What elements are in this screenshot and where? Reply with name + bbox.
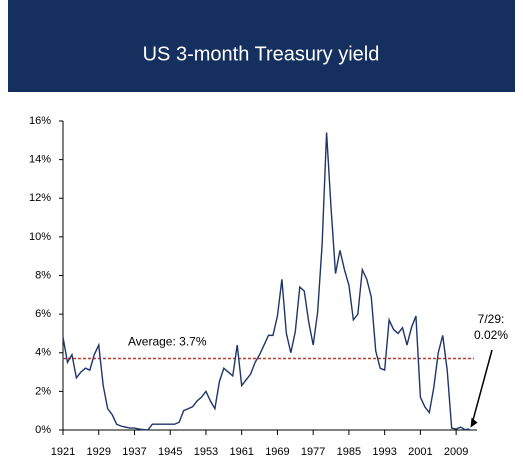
latest-date: 7/29:	[478, 312, 505, 326]
x-tick-label: 1921	[51, 446, 75, 458]
latest-label: 0.02%	[474, 328, 508, 342]
x-tick-label: 1993	[372, 446, 396, 458]
y-tick-label: 2%	[35, 385, 51, 397]
y-tick-label: 10%	[29, 231, 51, 243]
y-tick-label: 12%	[29, 192, 51, 204]
y-tick-label: 16%	[29, 115, 51, 127]
x-tick-label: 1953	[194, 446, 218, 458]
x-tick-label: 1945	[158, 446, 182, 458]
average-label: Average: 3.7%	[128, 335, 207, 349]
y-tick-label: 0%	[35, 424, 51, 436]
x-tick-label: 1985	[337, 446, 361, 458]
y-tick-label: 6%	[35, 308, 51, 320]
y-tick-label: 8%	[35, 269, 51, 281]
x-tick-label: 1937	[122, 446, 146, 458]
data-line	[62, 132, 470, 431]
x-tick-label: 1929	[86, 446, 110, 458]
x-tick-label: 1977	[301, 446, 325, 458]
latest-arrow	[470, 349, 493, 426]
arrow-head	[470, 417, 478, 428]
y-tick-label: 4%	[35, 347, 51, 359]
chart-title: US 3-month Treasury yield	[143, 43, 380, 65]
x-tick-label: 2009	[444, 446, 468, 458]
x-tick-label: 1961	[229, 446, 253, 458]
y-tick-label: 14%	[29, 154, 51, 166]
x-tick-label: 2001	[408, 446, 432, 458]
x-tick-label: 1969	[265, 446, 289, 458]
title-banner	[8, 0, 515, 92]
